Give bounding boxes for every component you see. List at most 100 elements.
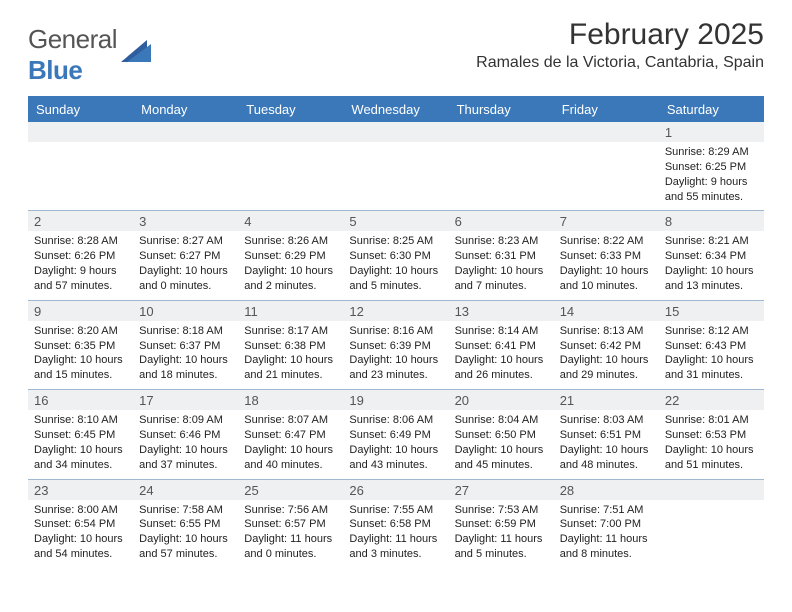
day-detail: Sunrise: 7:58 AM bbox=[139, 503, 232, 518]
day-cell: 3Sunrise: 8:27 AMSunset: 6:27 PMDaylight… bbox=[133, 211, 238, 299]
day-detail: Sunrise: 8:25 AM bbox=[349, 234, 442, 249]
day-detail: and 45 minutes. bbox=[455, 458, 548, 473]
day-cell: 4Sunrise: 8:26 AMSunset: 6:29 PMDaylight… bbox=[238, 211, 343, 299]
day-number: 28 bbox=[554, 480, 659, 500]
day-detail: Sunset: 6:37 PM bbox=[139, 339, 232, 354]
day-cell: 26Sunrise: 7:55 AMSunset: 6:58 PMDayligh… bbox=[343, 480, 448, 568]
day-detail: Daylight: 10 hours bbox=[139, 532, 232, 547]
day-detail: and 37 minutes. bbox=[139, 458, 232, 473]
day-detail: Sunset: 6:25 PM bbox=[665, 160, 758, 175]
day-cell: 10Sunrise: 8:18 AMSunset: 6:37 PMDayligh… bbox=[133, 301, 238, 389]
day-detail: Daylight: 10 hours bbox=[139, 353, 232, 368]
day-number: 8 bbox=[659, 211, 764, 231]
day-detail: Daylight: 10 hours bbox=[349, 353, 442, 368]
day-detail: Sunset: 6:33 PM bbox=[560, 249, 653, 264]
day-detail: and 5 minutes. bbox=[349, 279, 442, 294]
day-number-empty bbox=[28, 122, 133, 142]
day-cell bbox=[28, 122, 133, 210]
day-detail: and 48 minutes. bbox=[560, 458, 653, 473]
day-detail: and 7 minutes. bbox=[455, 279, 548, 294]
day-detail: Sunrise: 7:53 AM bbox=[455, 503, 548, 518]
day-detail: and 34 minutes. bbox=[34, 458, 127, 473]
day-cell: 13Sunrise: 8:14 AMSunset: 6:41 PMDayligh… bbox=[449, 301, 554, 389]
day-detail: Sunset: 6:54 PM bbox=[34, 517, 127, 532]
day-cell: 28Sunrise: 7:51 AMSunset: 7:00 PMDayligh… bbox=[554, 480, 659, 568]
day-detail: Sunrise: 8:16 AM bbox=[349, 324, 442, 339]
day-cell bbox=[554, 122, 659, 210]
day-detail: and 10 minutes. bbox=[560, 279, 653, 294]
day-cell: 22Sunrise: 8:01 AMSunset: 6:53 PMDayligh… bbox=[659, 390, 764, 478]
day-number: 26 bbox=[343, 480, 448, 500]
day-detail: and 54 minutes. bbox=[34, 547, 127, 562]
weeks-container: 1Sunrise: 8:29 AMSunset: 6:25 PMDaylight… bbox=[28, 122, 764, 568]
logo-text: General Blue bbox=[28, 24, 117, 86]
day-detail: Daylight: 10 hours bbox=[560, 443, 653, 458]
day-detail: Daylight: 9 hours bbox=[665, 175, 758, 190]
day-number: 14 bbox=[554, 301, 659, 321]
week-row: 2Sunrise: 8:28 AMSunset: 6:26 PMDaylight… bbox=[28, 210, 764, 299]
day-detail: Sunrise: 8:17 AM bbox=[244, 324, 337, 339]
day-detail: and 57 minutes. bbox=[139, 547, 232, 562]
day-detail: and 13 minutes. bbox=[665, 279, 758, 294]
day-detail: Sunset: 6:50 PM bbox=[455, 428, 548, 443]
day-detail: Sunrise: 8:22 AM bbox=[560, 234, 653, 249]
day-number: 25 bbox=[238, 480, 343, 500]
day-detail: Sunrise: 8:06 AM bbox=[349, 413, 442, 428]
day-number: 20 bbox=[449, 390, 554, 410]
day-detail: Sunrise: 8:28 AM bbox=[34, 234, 127, 249]
month-title: February 2025 bbox=[476, 18, 764, 52]
day-number: 22 bbox=[659, 390, 764, 410]
logo-triangle-icon bbox=[121, 38, 155, 73]
day-cell: 18Sunrise: 8:07 AMSunset: 6:47 PMDayligh… bbox=[238, 390, 343, 478]
week-row: 9Sunrise: 8:20 AMSunset: 6:35 PMDaylight… bbox=[28, 300, 764, 389]
day-number: 1 bbox=[659, 122, 764, 142]
day-detail: Daylight: 11 hours bbox=[244, 532, 337, 547]
week-row: 16Sunrise: 8:10 AMSunset: 6:45 PMDayligh… bbox=[28, 389, 764, 478]
day-detail: and 3 minutes. bbox=[349, 547, 442, 562]
day-detail: Daylight: 10 hours bbox=[349, 443, 442, 458]
day-cell bbox=[449, 122, 554, 210]
day-detail: Sunrise: 8:09 AM bbox=[139, 413, 232, 428]
dow-thursday: Thursday bbox=[449, 96, 554, 122]
day-number-empty bbox=[659, 480, 764, 500]
day-detail: Sunset: 6:31 PM bbox=[455, 249, 548, 264]
day-detail: and 29 minutes. bbox=[560, 368, 653, 383]
day-cell: 17Sunrise: 8:09 AMSunset: 6:46 PMDayligh… bbox=[133, 390, 238, 478]
day-detail: Sunset: 6:26 PM bbox=[34, 249, 127, 264]
day-number: 7 bbox=[554, 211, 659, 231]
day-detail: Sunrise: 8:18 AM bbox=[139, 324, 232, 339]
day-detail: and 5 minutes. bbox=[455, 547, 548, 562]
day-detail: Sunrise: 7:56 AM bbox=[244, 503, 337, 518]
day-detail: Daylight: 10 hours bbox=[560, 353, 653, 368]
day-number: 13 bbox=[449, 301, 554, 321]
day-detail: Sunrise: 8:01 AM bbox=[665, 413, 758, 428]
day-cell: 6Sunrise: 8:23 AMSunset: 6:31 PMDaylight… bbox=[449, 211, 554, 299]
day-cell: 9Sunrise: 8:20 AMSunset: 6:35 PMDaylight… bbox=[28, 301, 133, 389]
day-cell: 16Sunrise: 8:10 AMSunset: 6:45 PMDayligh… bbox=[28, 390, 133, 478]
day-detail: Daylight: 11 hours bbox=[455, 532, 548, 547]
day-cell: 7Sunrise: 8:22 AMSunset: 6:33 PMDaylight… bbox=[554, 211, 659, 299]
dow-wednesday: Wednesday bbox=[343, 96, 448, 122]
day-number: 2 bbox=[28, 211, 133, 231]
day-detail: and 21 minutes. bbox=[244, 368, 337, 383]
logo-part2: Blue bbox=[28, 55, 82, 85]
day-cell bbox=[659, 480, 764, 568]
day-detail: Sunset: 6:45 PM bbox=[34, 428, 127, 443]
day-detail: Sunset: 6:47 PM bbox=[244, 428, 337, 443]
day-detail: and 8 minutes. bbox=[560, 547, 653, 562]
day-cell: 23Sunrise: 8:00 AMSunset: 6:54 PMDayligh… bbox=[28, 480, 133, 568]
day-number: 21 bbox=[554, 390, 659, 410]
calendar-page: General Blue February 2025 Ramales de la… bbox=[0, 0, 792, 612]
day-detail: and 51 minutes. bbox=[665, 458, 758, 473]
logo: General Blue bbox=[28, 24, 155, 86]
day-number: 12 bbox=[343, 301, 448, 321]
dow-monday: Monday bbox=[133, 96, 238, 122]
day-detail: Sunset: 6:43 PM bbox=[665, 339, 758, 354]
day-detail: and 18 minutes. bbox=[139, 368, 232, 383]
day-cell bbox=[238, 122, 343, 210]
day-detail: Daylight: 10 hours bbox=[34, 443, 127, 458]
day-detail: and 43 minutes. bbox=[349, 458, 442, 473]
day-number-empty bbox=[343, 122, 448, 142]
day-detail: Sunset: 6:30 PM bbox=[349, 249, 442, 264]
day-detail: and 0 minutes. bbox=[244, 547, 337, 562]
